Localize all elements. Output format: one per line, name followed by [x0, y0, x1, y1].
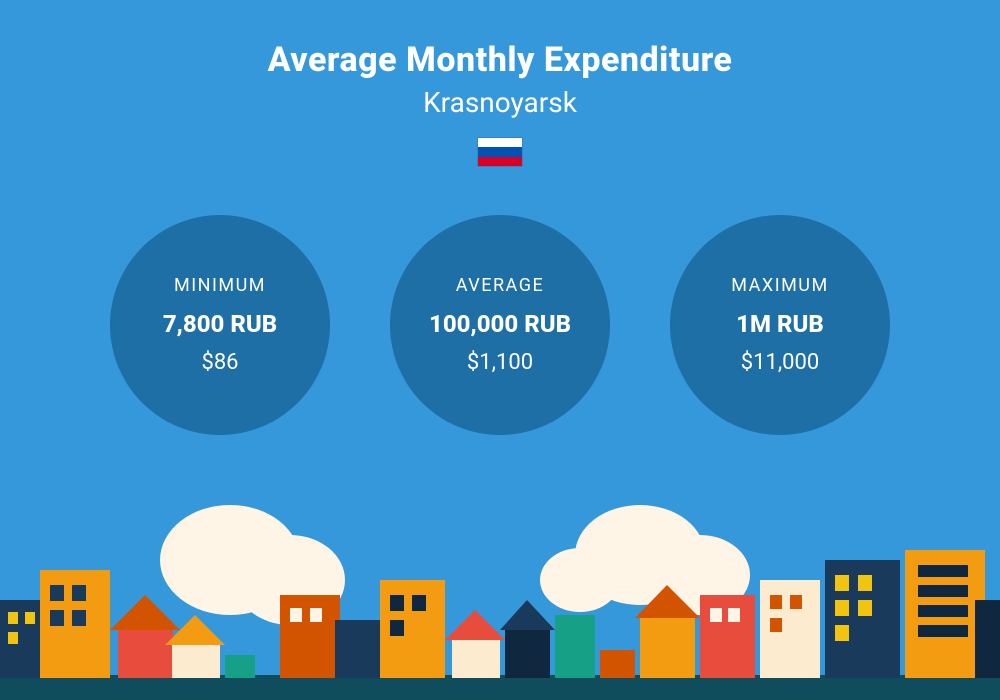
stat-value: 1M RUB: [736, 310, 824, 338]
flag-stripe-2: [478, 147, 522, 156]
cityscape-illustration: [0, 500, 1000, 700]
infographic-canvas: Average Monthly Expenditure Krasnoyarsk …: [0, 0, 1000, 700]
page-title: Average Monthly Expenditure: [0, 40, 1000, 80]
flag-stripe-1: [478, 138, 522, 147]
stat-label: MINIMUM: [174, 275, 266, 296]
stat-value: 100,000 RUB: [429, 310, 571, 338]
stat-label: MAXIMUM: [731, 275, 828, 296]
stat-maximum: MAXIMUM 1M RUB $11,000: [670, 215, 890, 435]
stat-usd: $11,000: [741, 350, 820, 375]
header: Average Monthly Expenditure Krasnoyarsk: [0, 0, 1000, 167]
stat-label: AVERAGE: [456, 275, 544, 296]
stat-usd: $86: [201, 350, 238, 375]
stat-minimum: MINIMUM 7,800 RUB $86: [110, 215, 330, 435]
stat-average: AVERAGE 100,000 RUB $1,100: [390, 215, 610, 435]
stats-row: MINIMUM 7,800 RUB $86 AVERAGE 100,000 RU…: [0, 215, 1000, 435]
flag-icon: [477, 137, 523, 167]
stat-usd: $1,100: [467, 350, 533, 375]
flag-stripe-3: [478, 157, 522, 166]
stat-value: 7,800 RUB: [163, 310, 277, 338]
page-subtitle: Krasnoyarsk: [0, 86, 1000, 119]
